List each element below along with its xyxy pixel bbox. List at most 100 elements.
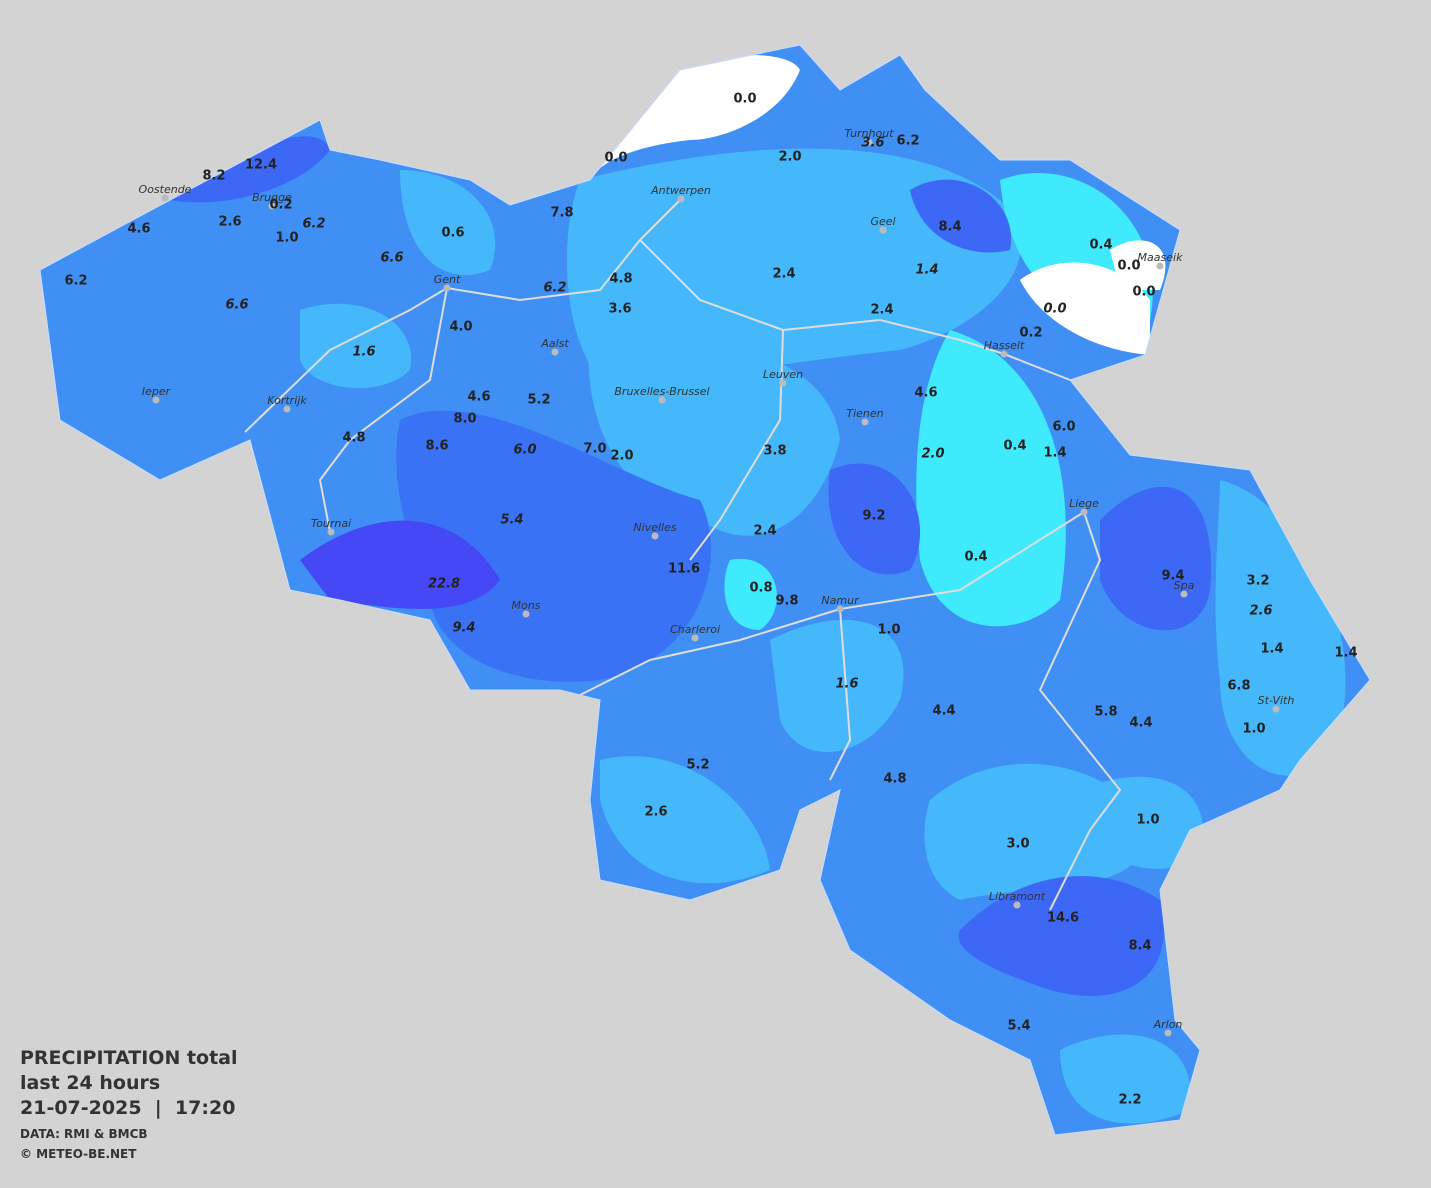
city-label: Brugge <box>252 191 292 204</box>
station-value: 1.6 <box>352 345 375 360</box>
station-value: 8.2 <box>202 169 225 184</box>
station-value: 3.6 <box>608 302 631 317</box>
station-value: 1.4 <box>1043 446 1066 461</box>
station-value: 5.2 <box>686 758 709 773</box>
legend-title: PRECIPITATION total <box>20 1047 238 1069</box>
city-label: Namur <box>821 594 860 607</box>
city-dot <box>522 610 530 618</box>
labels: Oostende Brugge Antwerpen Turnhout Geel Maase… <box>64 92 1357 1108</box>
road <box>689 329 784 561</box>
station-value: 1.6 <box>835 677 858 692</box>
city-label: Spa <box>1174 579 1195 592</box>
station-value: 8.4 <box>1128 939 1151 954</box>
station-value: 6.0 <box>513 443 536 458</box>
station-value: 2.0 <box>778 150 801 165</box>
station-value: 0.0 <box>1043 302 1066 317</box>
station-value: 2.0 <box>610 449 633 464</box>
city-label: Oostende <box>139 183 192 196</box>
station-value: 9.4 <box>452 621 475 636</box>
city-dot <box>1272 705 1280 713</box>
station-value: 3.8 <box>763 444 786 459</box>
city-label: Kortrijk <box>267 394 307 407</box>
city-label: Tournai <box>311 517 351 530</box>
station-value: 0.0 <box>1132 285 1155 300</box>
station-value: 0.4 <box>964 550 987 565</box>
station-value: 0.0 <box>1117 259 1140 274</box>
station-value: 1.4 <box>1260 642 1283 657</box>
city-label: Gent <box>434 273 461 286</box>
city-label: Turnhout <box>844 127 894 140</box>
road <box>318 287 448 533</box>
station-value: 1.0 <box>877 623 900 638</box>
city-dot <box>861 418 869 426</box>
station-value: 3.0 <box>1006 837 1029 852</box>
station-value: 9.2 <box>862 509 885 524</box>
station-value: 0.2 <box>269 198 292 213</box>
station-value: 5.8 <box>1094 705 1117 720</box>
city-dot <box>865 138 873 146</box>
station-value: 2.0 <box>921 447 944 462</box>
city-label: Charleroi <box>670 623 720 636</box>
station-value: 0.8 <box>749 581 772 596</box>
station-value: 11.6 <box>668 562 700 577</box>
station-value: 1.4 <box>1334 646 1357 661</box>
station-value: 4.4 <box>932 704 955 719</box>
station-value: 4.6 <box>127 222 150 237</box>
city-dot <box>1013 901 1021 909</box>
station-value: 12.4 <box>245 158 277 173</box>
station-value: 6.2 <box>64 274 87 289</box>
station-value: 4.6 <box>467 390 490 405</box>
station-value: 3.6 <box>861 136 884 151</box>
city-dot <box>443 284 451 292</box>
city-dot <box>268 202 276 210</box>
city-label: Arlon <box>1153 1018 1183 1031</box>
station-value: 0.4 <box>1003 439 1026 454</box>
station-value: 22.8 <box>428 577 460 592</box>
station-value: 2.4 <box>870 303 893 318</box>
station-value: 5.4 <box>1007 1019 1030 1034</box>
road <box>244 198 682 433</box>
station-value: 9.8 <box>775 594 798 609</box>
station-value: 6.2 <box>543 281 566 296</box>
legend-subtitle: last 24 hours <box>20 1072 160 1094</box>
station-value: 4.8 <box>609 272 632 287</box>
station-value: 2.2 <box>1118 1093 1141 1108</box>
station-value: 0.0 <box>604 151 627 166</box>
city-label: Nivelles <box>633 521 676 534</box>
road <box>829 608 852 781</box>
legend: PRECIPITATION total last 24 hours 21-07-… <box>20 1047 238 1161</box>
station-value: 1.4 <box>915 263 938 278</box>
station-value: 1.0 <box>1242 722 1265 737</box>
station-value: 0.4 <box>1089 238 1112 253</box>
station-value: 0.6 <box>441 226 464 241</box>
station-value: 4.0 <box>449 320 472 335</box>
city-dot <box>152 396 160 404</box>
city-dot <box>1156 262 1164 270</box>
city-dot <box>1180 590 1188 598</box>
city-dot <box>327 528 335 536</box>
station-value: 0.0 <box>733 92 756 107</box>
city-dot <box>1080 508 1088 516</box>
legend-datetime: 21-07-2025 | 17:20 <box>20 1097 235 1119</box>
station-value: 1.0 <box>275 231 298 246</box>
station-value: 1.0 <box>1136 813 1159 828</box>
city-dot <box>779 379 787 387</box>
station-value: 9.4 <box>1161 569 1184 584</box>
station-value: 2.6 <box>218 215 241 230</box>
city-dot <box>836 605 844 613</box>
city-label: Antwerpen <box>650 184 711 197</box>
station-value: 2.4 <box>772 267 795 282</box>
city-label: Ieper <box>142 385 172 398</box>
city-label: Aalst <box>540 337 569 350</box>
station-value: 7.8 <box>550 206 573 221</box>
station-value: 6.6 <box>225 298 248 313</box>
station-value: 6.2 <box>896 134 919 149</box>
city-label: St-Vith <box>1258 694 1295 707</box>
station-value: 6.6 <box>380 251 403 266</box>
city-label: Bruxelles-Brussel <box>614 385 709 398</box>
city-label: Libramont <box>989 890 1046 903</box>
station-value: 2.6 <box>644 805 667 820</box>
city-label: Hasselt <box>984 339 1025 352</box>
